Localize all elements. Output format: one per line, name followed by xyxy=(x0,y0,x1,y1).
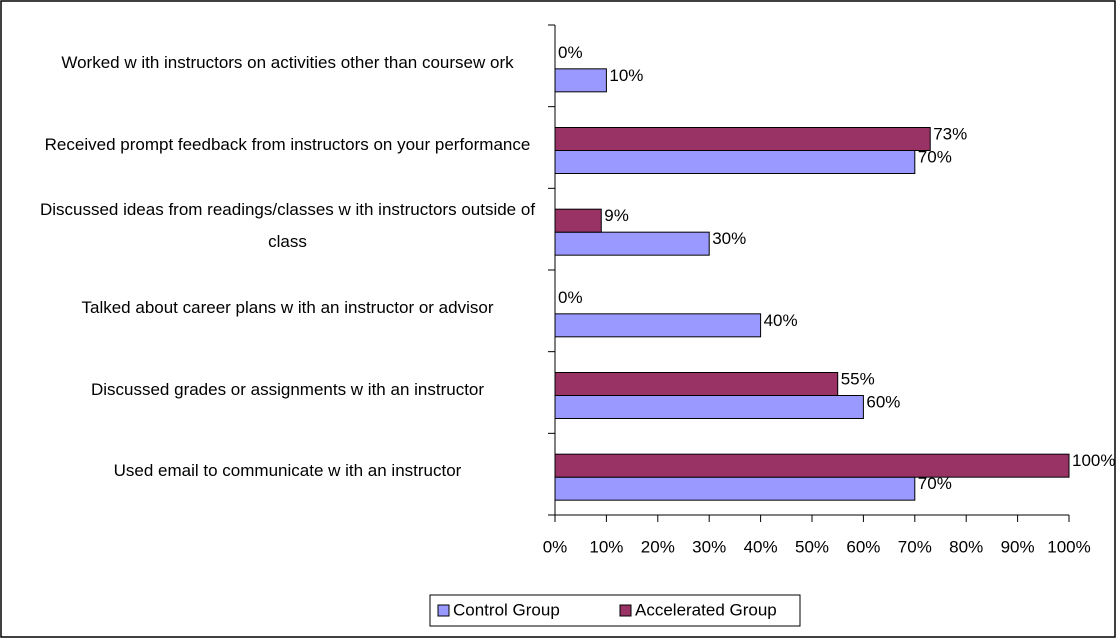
bar xyxy=(554,231,710,256)
category-label: Used email to communicate w ith an instr… xyxy=(113,461,462,481)
category-label: Talked about career plans w ith an instr… xyxy=(81,297,494,317)
x-tick-label: 60% xyxy=(846,537,880,556)
category-label: Received prompt feedback from instructor… xyxy=(44,134,531,154)
x-tick-label: 30% xyxy=(692,537,726,556)
data-label: 60% xyxy=(866,392,900,411)
x-tick-label: 20% xyxy=(641,537,675,556)
category-label: Discussed grades or assignments w ith an… xyxy=(90,379,485,399)
bar xyxy=(554,127,931,151)
x-tick-label: 70% xyxy=(898,537,932,556)
bar xyxy=(554,372,839,396)
x-tick-label: 40% xyxy=(744,537,778,556)
category-label: Worked w ith instructors on activities o… xyxy=(61,52,514,72)
data-label: 40% xyxy=(764,311,798,330)
data-label: 0% xyxy=(558,43,583,62)
bar xyxy=(554,313,762,338)
x-tick-label: 50% xyxy=(795,537,829,556)
bar xyxy=(554,150,916,174)
x-tick-label: 80% xyxy=(949,537,983,556)
data-label: 55% xyxy=(841,369,875,388)
x-tick-label: 90% xyxy=(1001,537,1035,556)
data-label: 73% xyxy=(933,124,967,143)
data-label: 100% xyxy=(1072,451,1115,470)
legend-swatch xyxy=(619,604,632,617)
legend-label: Accelerated Group xyxy=(635,600,777,619)
data-label: 0% xyxy=(558,288,583,307)
data-label: 70% xyxy=(918,147,952,166)
legend-swatch xyxy=(437,604,450,617)
legend-label: Control Group xyxy=(453,600,560,619)
x-tick-label: 100% xyxy=(1047,537,1090,556)
x-tick-label: 10% xyxy=(589,537,623,556)
data-label: 9% xyxy=(604,206,629,225)
data-label: 70% xyxy=(918,474,952,493)
bar xyxy=(554,453,1070,478)
data-label: 10% xyxy=(609,66,643,85)
category-label: Discussed ideas from readings/classes w … xyxy=(39,200,536,252)
legend-box xyxy=(429,594,801,627)
bar xyxy=(554,68,607,93)
bar xyxy=(554,395,864,419)
data-label: 30% xyxy=(712,229,746,248)
bar xyxy=(554,476,916,501)
x-tick-label: 0% xyxy=(543,537,568,556)
bar xyxy=(554,208,602,233)
